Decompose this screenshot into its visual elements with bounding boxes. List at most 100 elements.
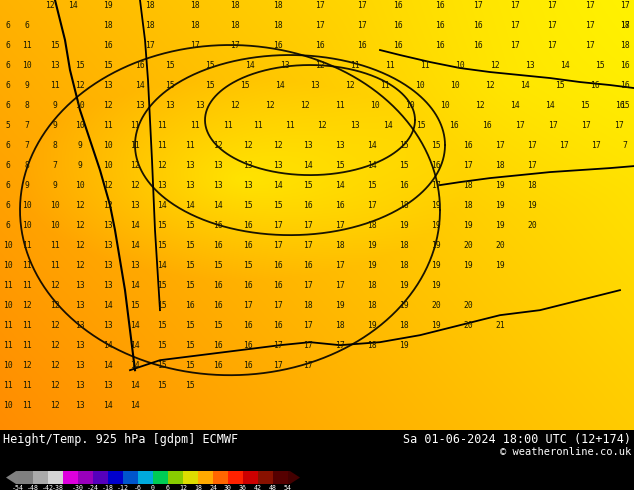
Text: 17: 17: [273, 301, 283, 310]
Text: 14: 14: [185, 200, 195, 210]
Text: 24: 24: [209, 485, 217, 490]
Bar: [228, 471, 243, 484]
Text: -54: -54: [12, 485, 24, 490]
Text: 14: 14: [157, 261, 167, 270]
Text: 30: 30: [224, 485, 232, 490]
Text: 12: 12: [157, 161, 167, 170]
Text: 36: 36: [239, 485, 247, 490]
Text: 5: 5: [6, 121, 10, 129]
Text: 13: 13: [130, 200, 140, 210]
Text: 7: 7: [25, 121, 29, 129]
Text: 11: 11: [22, 41, 32, 49]
Text: 16: 16: [357, 41, 367, 49]
Text: 6: 6: [6, 61, 10, 70]
Text: 10: 10: [75, 181, 85, 190]
Text: 13: 13: [157, 181, 167, 190]
Text: 8: 8: [53, 141, 58, 149]
Text: 17: 17: [303, 361, 313, 369]
Text: 6: 6: [6, 220, 10, 230]
Bar: [18, 471, 34, 484]
Text: 16: 16: [615, 100, 625, 110]
Text: 16: 16: [435, 21, 445, 29]
Text: 11: 11: [22, 381, 32, 390]
Text: 17: 17: [273, 341, 283, 350]
Text: 48: 48: [269, 485, 277, 490]
Text: 14: 14: [130, 320, 140, 330]
Text: 17: 17: [190, 41, 200, 49]
Text: 11: 11: [253, 121, 263, 129]
Text: 13: 13: [75, 401, 85, 410]
Text: 16: 16: [393, 21, 403, 29]
Text: 11: 11: [190, 121, 200, 129]
Text: 14: 14: [520, 80, 530, 90]
Text: 16: 16: [303, 200, 313, 210]
Text: 16: 16: [399, 181, 409, 190]
Text: 18: 18: [103, 21, 113, 29]
Text: 15: 15: [157, 301, 167, 310]
Text: 11: 11: [103, 121, 113, 129]
Text: 15: 15: [580, 100, 590, 110]
Text: 18: 18: [194, 485, 202, 490]
Text: 19: 19: [431, 220, 441, 230]
Text: 16: 16: [213, 341, 223, 350]
Text: 18: 18: [145, 0, 155, 9]
Text: 14: 14: [103, 301, 113, 310]
Text: 12: 12: [230, 100, 240, 110]
Text: 17: 17: [581, 121, 591, 129]
Text: 17: 17: [273, 361, 283, 369]
Text: 15: 15: [103, 61, 113, 70]
Text: 19: 19: [103, 0, 113, 9]
Text: 17: 17: [547, 21, 557, 29]
Text: 6: 6: [6, 80, 10, 90]
Text: 15: 15: [157, 361, 167, 369]
Text: 17: 17: [230, 41, 240, 49]
Bar: [273, 471, 288, 484]
Text: 17: 17: [273, 220, 283, 230]
Text: 17: 17: [335, 220, 345, 230]
Text: 18: 18: [230, 21, 240, 29]
Text: 12: 12: [75, 241, 85, 249]
Text: 16: 16: [273, 320, 283, 330]
Text: 42: 42: [254, 485, 262, 490]
Text: 12: 12: [75, 80, 85, 90]
Text: 16: 16: [273, 261, 283, 270]
Bar: [108, 471, 124, 484]
Text: 19: 19: [399, 281, 409, 290]
Text: 16: 16: [213, 281, 223, 290]
Text: 17: 17: [335, 281, 345, 290]
Text: 15: 15: [243, 200, 253, 210]
Text: 16: 16: [243, 241, 253, 249]
Text: 17: 17: [547, 41, 557, 49]
Text: 14: 14: [130, 241, 140, 249]
Text: 14: 14: [367, 161, 377, 170]
Text: 16: 16: [435, 0, 445, 9]
Text: 20: 20: [431, 301, 441, 310]
Text: 11: 11: [22, 261, 32, 270]
Text: 15: 15: [431, 141, 441, 149]
Text: 12: 12: [213, 141, 223, 149]
Text: 16: 16: [135, 61, 145, 70]
Text: 13: 13: [185, 161, 195, 170]
Text: 15: 15: [620, 100, 630, 110]
Text: 12: 12: [103, 181, 113, 190]
Text: 54: 54: [284, 485, 292, 490]
Bar: [78, 471, 93, 484]
Text: 16: 16: [435, 41, 445, 49]
Text: 15: 15: [213, 320, 223, 330]
Text: 17: 17: [367, 200, 377, 210]
Text: 16: 16: [273, 281, 283, 290]
Text: 12: 12: [485, 80, 495, 90]
Text: 15: 15: [555, 80, 565, 90]
Text: 18: 18: [230, 0, 240, 9]
Text: 13: 13: [280, 61, 290, 70]
Text: 15: 15: [165, 61, 175, 70]
Text: 11: 11: [3, 320, 13, 330]
Text: 17: 17: [315, 0, 325, 9]
Text: 18: 18: [145, 21, 155, 29]
Text: 14: 14: [103, 341, 113, 350]
Bar: [63, 471, 79, 484]
Text: 6: 6: [6, 100, 10, 110]
Text: 9: 9: [25, 80, 29, 90]
Text: 17: 17: [515, 121, 525, 129]
Text: 20: 20: [463, 241, 473, 249]
